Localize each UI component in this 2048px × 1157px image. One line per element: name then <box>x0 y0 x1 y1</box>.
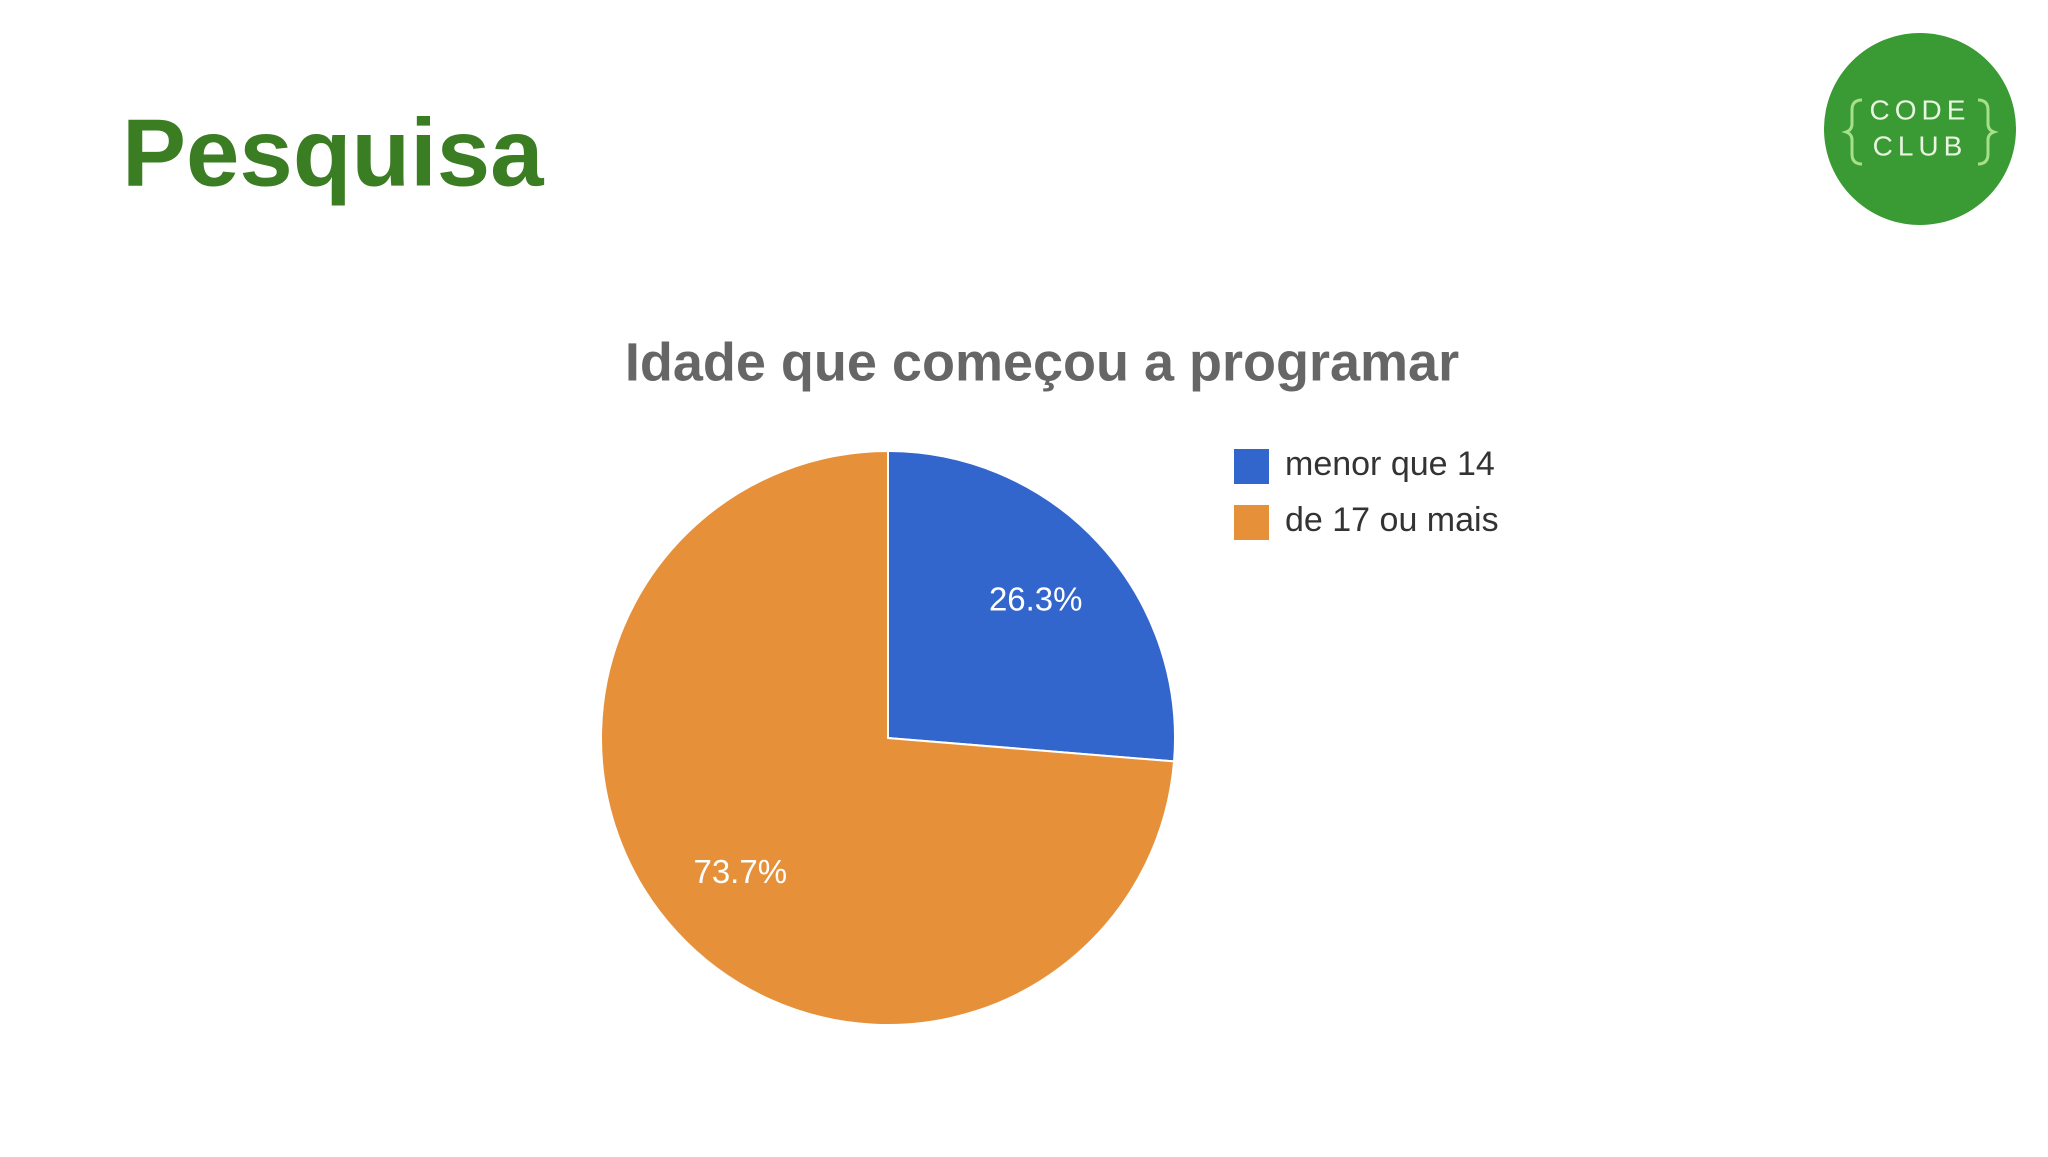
logo-brace <box>1977 98 1999 166</box>
pie-chart: 26.3% menor que 14 73.7% de 17 ou mais <box>600 445 1499 1026</box>
pie-slice <box>600 449 1176 1026</box>
slide-title: Pesquisa <box>122 99 544 206</box>
slice-label: 26.3% <box>989 581 1083 618</box>
logo-text: CLUB <box>1873 130 1968 161</box>
logo-circle <box>1824 33 2016 225</box>
logo-brace <box>1841 98 1863 166</box>
slice-label: 73.7% <box>693 853 787 890</box>
logo-text: CODE <box>1870 94 1971 125</box>
logo: CODE CLUB <box>1824 33 2016 225</box>
legend-label: de 17 ou mais <box>1285 501 1499 539</box>
chart-title: Idade que começou a programar <box>625 332 1459 392</box>
pie-slice <box>887 449 1176 763</box>
legend-swatch <box>1234 505 1269 540</box>
legend-swatch <box>1234 449 1269 484</box>
legend-label: menor que 14 <box>1285 445 1495 483</box>
